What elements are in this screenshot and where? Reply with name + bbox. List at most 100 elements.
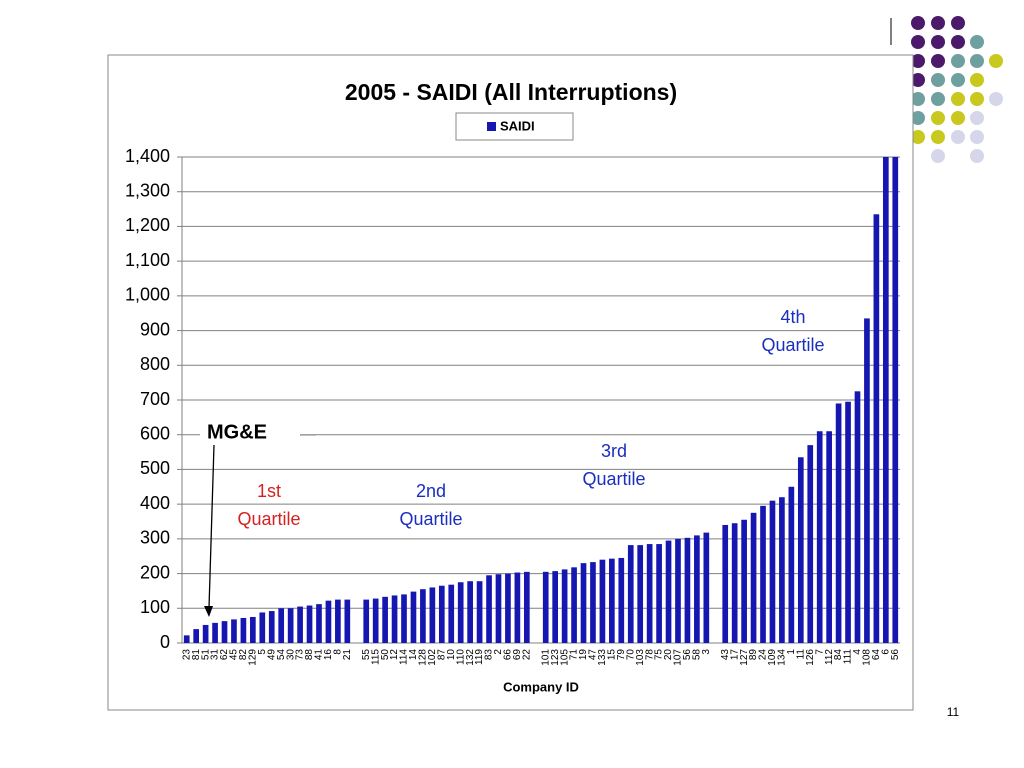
arrow-shaft <box>208 444 215 609</box>
bar <box>845 401 851 643</box>
dot <box>911 35 925 49</box>
x-tick-label: 22 <box>521 649 532 661</box>
x-tick-label: 102 <box>427 649 438 666</box>
bar <box>372 598 379 643</box>
bar <box>646 544 653 643</box>
y-tick-label: 1,300 <box>125 180 170 200</box>
bar <box>429 587 436 643</box>
x-tick-label: 17 <box>729 649 740 661</box>
x-tick-label: 43 <box>720 649 731 661</box>
x-tick-label: 56 <box>890 649 901 661</box>
dot <box>970 111 984 125</box>
x-tick-label: 14 <box>408 649 419 661</box>
x-tick-label: 16 <box>323 649 334 661</box>
bar <box>240 618 247 643</box>
bar <box>750 512 757 643</box>
bar <box>741 519 747 643</box>
y-tick-label: 300 <box>140 528 170 548</box>
bar <box>590 562 596 643</box>
dot <box>911 54 925 68</box>
x-tick-label: 58 <box>692 649 703 661</box>
dot <box>931 54 945 68</box>
annotation: 1st <box>257 481 281 501</box>
bar <box>684 537 691 643</box>
x-tick-label: 115 <box>370 649 381 665</box>
annotation-bg <box>200 420 300 448</box>
x-tick-label: 24 <box>758 649 769 661</box>
bar <box>797 457 804 643</box>
bar <box>335 599 341 643</box>
dot <box>970 149 984 163</box>
bar <box>297 606 303 643</box>
x-tick-label: 6 <box>880 649 891 655</box>
legend-swatch <box>487 122 496 131</box>
y-tick-label: 1,100 <box>125 250 170 270</box>
x-tick-label: 51 <box>200 649 211 661</box>
chart: 0 100 200 300 400 500 600 700 800 900 1,000 1,100 1,… <box>125 112 901 666</box>
x-tick-label: 15 <box>606 649 617 661</box>
bar <box>722 524 729 643</box>
y-tick-label: 500 <box>140 458 170 478</box>
bar <box>882 157 889 643</box>
bar <box>202 624 209 643</box>
y-tick-label: 200 <box>140 562 170 582</box>
dot <box>931 35 945 49</box>
x-tick-label: 2 <box>493 649 504 655</box>
dot <box>970 92 984 106</box>
x-tick-label: 83 <box>484 649 495 661</box>
x-axis-label: Company ID <box>503 679 579 694</box>
bar <box>892 157 899 643</box>
bar <box>391 595 398 643</box>
x-tick-label: 20 <box>663 649 674 661</box>
x-tick-label: 10 <box>446 649 457 661</box>
x-tick-label: 11 <box>795 649 806 660</box>
bar <box>401 594 407 643</box>
annotation: Quartile <box>237 509 300 529</box>
x-tick-label: 101 <box>540 649 551 666</box>
y-tick-label: 900 <box>140 319 170 339</box>
y-tick-label: 1,400 <box>125 146 170 166</box>
x-tick-label: 50 <box>380 649 391 661</box>
x-tick-label: 78 <box>644 649 655 661</box>
bar <box>571 567 577 643</box>
dot <box>911 16 925 30</box>
bar <box>250 616 256 643</box>
x-tick-label: 107 <box>673 649 684 666</box>
x-tick-label: 81 <box>191 649 202 661</box>
bar <box>268 611 275 643</box>
x-tick-label: 79 <box>616 649 627 661</box>
x-tick-label: 3 <box>701 649 712 655</box>
x-tick-label: 123 <box>550 649 561 666</box>
y-tick-label: 800 <box>140 354 170 374</box>
x-tick-label: 103 <box>635 649 646 666</box>
dot <box>970 130 984 144</box>
dot <box>970 35 984 49</box>
bar <box>505 573 511 643</box>
dot <box>970 73 984 87</box>
bar <box>344 599 351 643</box>
annotation: 3rd <box>601 441 627 461</box>
x-tick-label: 112 <box>824 649 835 665</box>
bar <box>212 622 218 643</box>
bar <box>448 584 455 643</box>
x-tick-label: 12 <box>389 649 400 661</box>
bar <box>438 585 445 643</box>
bar <box>523 571 530 643</box>
x-tick-label: 134 <box>777 649 788 666</box>
bar <box>420 589 426 643</box>
dot <box>911 73 925 87</box>
bar <box>618 557 625 643</box>
x-tick-label: 105 <box>559 649 570 666</box>
bar <box>788 486 795 643</box>
bar <box>457 582 464 643</box>
x-tick-label: 114 <box>399 649 410 665</box>
dot <box>951 54 965 68</box>
bar <box>542 571 549 643</box>
bar <box>287 608 294 643</box>
x-tick-label: 133 <box>597 649 608 666</box>
x-tick-label: 30 <box>285 649 296 661</box>
y-tick-label: 400 <box>140 493 170 513</box>
y-tick-label: 0 <box>160 632 170 652</box>
dot <box>989 54 1003 68</box>
bar <box>807 445 814 643</box>
